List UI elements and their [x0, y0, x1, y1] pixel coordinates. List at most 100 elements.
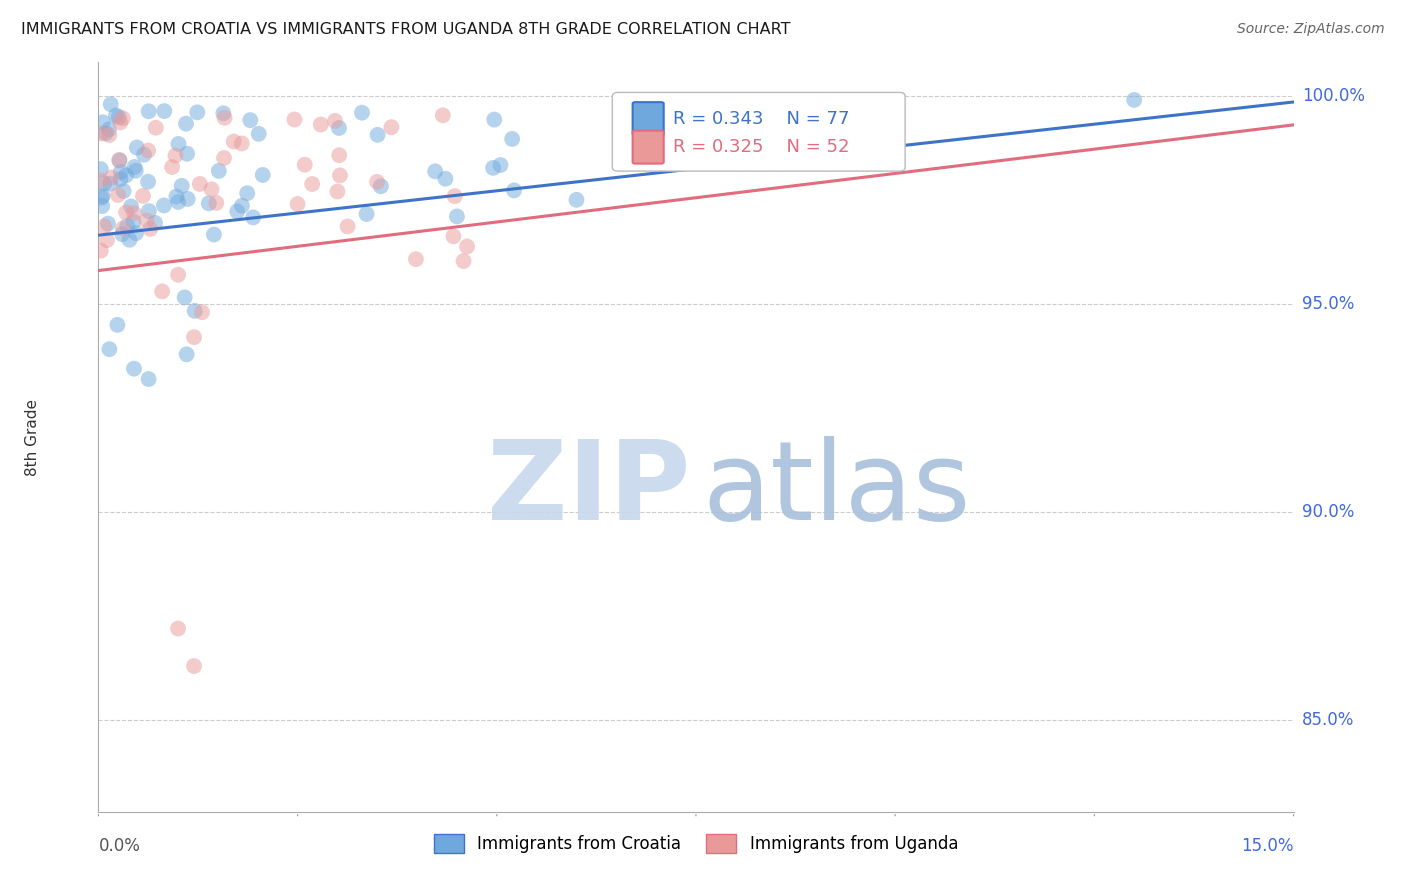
Point [326, 185, 349, 199]
Point [117, 219, 139, 233]
Point [98, 128, 121, 142]
Point [208, 164, 231, 178]
Point [252, 168, 274, 182]
Point [107, 188, 129, 202]
Point [222, 135, 245, 149]
Point [247, 127, 270, 141]
Point [441, 229, 464, 244]
Point [186, 105, 208, 120]
Text: 15.0%: 15.0% [1241, 837, 1294, 855]
Point [115, 205, 138, 219]
Point [132, 189, 155, 203]
Point [328, 121, 350, 136]
Point [456, 239, 478, 253]
Point [565, 193, 588, 207]
Point [120, 199, 142, 213]
Point [329, 169, 352, 183]
Point [110, 115, 132, 129]
Point [356, 207, 378, 221]
Point [294, 158, 316, 172]
Point [90, 244, 112, 258]
Point [93, 219, 115, 234]
Point [183, 330, 205, 344]
Point [153, 198, 176, 212]
Point [110, 172, 132, 186]
Point [91, 115, 114, 129]
Point [443, 189, 465, 203]
Point [236, 186, 259, 201]
Point [239, 113, 262, 128]
Point [91, 199, 114, 213]
Point [242, 211, 264, 225]
Point [226, 204, 249, 219]
Point [125, 226, 148, 240]
Point [150, 285, 173, 299]
FancyBboxPatch shape [633, 130, 664, 163]
Point [98, 342, 121, 356]
Point [200, 182, 222, 196]
Point [165, 189, 187, 203]
Point [283, 112, 305, 127]
Text: IMMIGRANTS FROM CROATIA VS IMMIGRANTS FROM UGANDA 8TH GRADE CORRELATION CHART: IMMIGRANTS FROM CROATIA VS IMMIGRANTS FR… [21, 22, 790, 37]
Point [212, 106, 235, 120]
Text: R = 0.343    N = 77: R = 0.343 N = 77 [673, 110, 849, 128]
Point [380, 120, 402, 135]
Point [111, 227, 134, 241]
Point [370, 179, 392, 194]
Point [94, 127, 117, 141]
Point [107, 318, 129, 332]
Point [96, 233, 118, 247]
Text: R = 0.325    N = 52: R = 0.325 N = 52 [673, 138, 849, 156]
Point [205, 195, 228, 210]
Point [122, 361, 145, 376]
Point [176, 146, 198, 161]
Point [173, 290, 195, 304]
Point [136, 144, 159, 158]
Point [97, 122, 120, 136]
Point [167, 136, 190, 151]
Point [167, 194, 190, 209]
Legend: Immigrants from Croatia, Immigrants from Uganda: Immigrants from Croatia, Immigrants from… [427, 827, 965, 860]
Point [90, 173, 112, 187]
Point [167, 268, 190, 282]
Point [104, 108, 127, 122]
Point [124, 160, 146, 174]
Text: 0.0%: 0.0% [98, 837, 141, 855]
Point [100, 170, 122, 185]
Point [93, 177, 115, 191]
Point [108, 153, 131, 167]
Point [143, 216, 166, 230]
Point [122, 206, 145, 220]
Point [125, 140, 148, 154]
Point [111, 112, 134, 126]
FancyBboxPatch shape [633, 103, 664, 135]
Point [183, 659, 205, 673]
Text: 100.0%: 100.0% [1302, 87, 1365, 104]
Point [453, 254, 475, 268]
Point [91, 189, 114, 203]
Point [110, 165, 132, 179]
Point [482, 161, 505, 175]
Point [301, 177, 323, 191]
Point [138, 204, 160, 219]
Point [231, 136, 253, 151]
Point [100, 97, 122, 112]
Point [188, 177, 211, 191]
Point [122, 214, 145, 228]
Text: 8th Grade: 8th Grade [25, 399, 41, 475]
Point [98, 177, 121, 191]
Point [350, 105, 373, 120]
Point [367, 128, 389, 142]
Point [489, 158, 512, 172]
Point [231, 199, 253, 213]
Point [153, 104, 176, 119]
Point [183, 304, 205, 318]
Point [336, 219, 359, 234]
Point [160, 160, 183, 174]
Point [503, 183, 526, 197]
Point [118, 233, 141, 247]
Point [111, 221, 134, 235]
Point [328, 148, 350, 162]
Point [135, 213, 157, 227]
Point [125, 163, 148, 178]
